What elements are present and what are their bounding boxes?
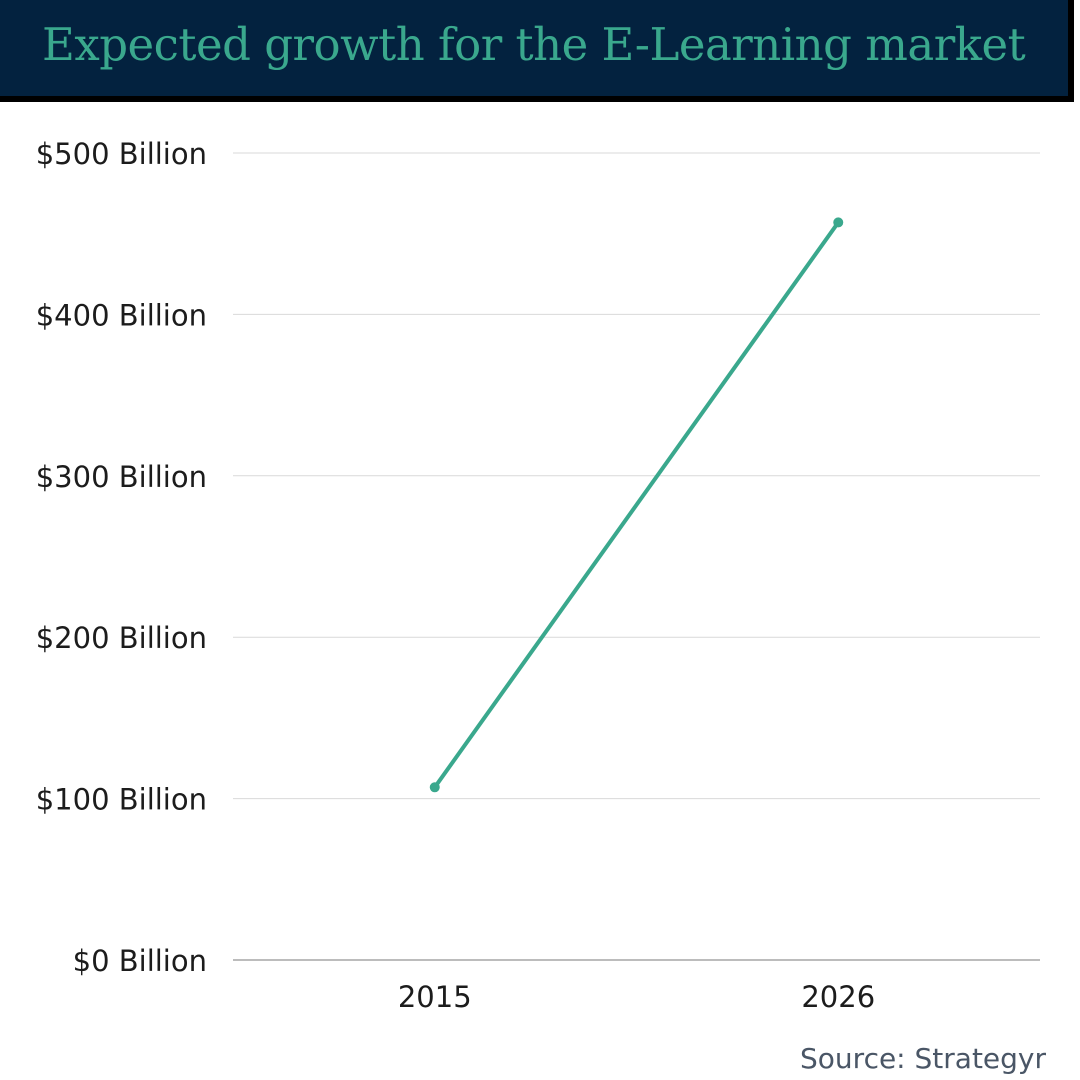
source-note: Source: Strategyr <box>800 1042 1046 1075</box>
y-tick-label: $100 Billion <box>36 783 207 817</box>
x-tick-label: 2015 <box>398 980 472 1014</box>
gridlines <box>233 152 1040 961</box>
title-banner: Expected growth for the E-Learning marke… <box>0 0 1074 102</box>
y-axis-tick-labels: $0 Billion $100 Billion $200 Billion $300 B… <box>36 137 207 978</box>
x-axis-tick-labels: 2015 2026 <box>398 980 875 1014</box>
series-line <box>432 220 841 790</box>
data-point-2015 <box>429 782 440 793</box>
chart-title: Expected growth for the E-Learning marke… <box>42 18 1026 71</box>
y-tick-label: $0 Billion <box>73 944 207 978</box>
y-tick-label: $400 Billion <box>36 298 207 332</box>
y-tick-label: $200 Billion <box>36 621 207 655</box>
y-tick-label: $300 Billion <box>36 460 207 494</box>
data-point-2026 <box>833 217 844 228</box>
line-chart: $0 Billion $100 Billion $200 Billion $300 B… <box>36 137 1040 1014</box>
x-tick-label: 2026 <box>801 980 875 1014</box>
series-e-learning-market <box>429 217 844 793</box>
y-tick-label: $500 Billion <box>36 137 207 171</box>
